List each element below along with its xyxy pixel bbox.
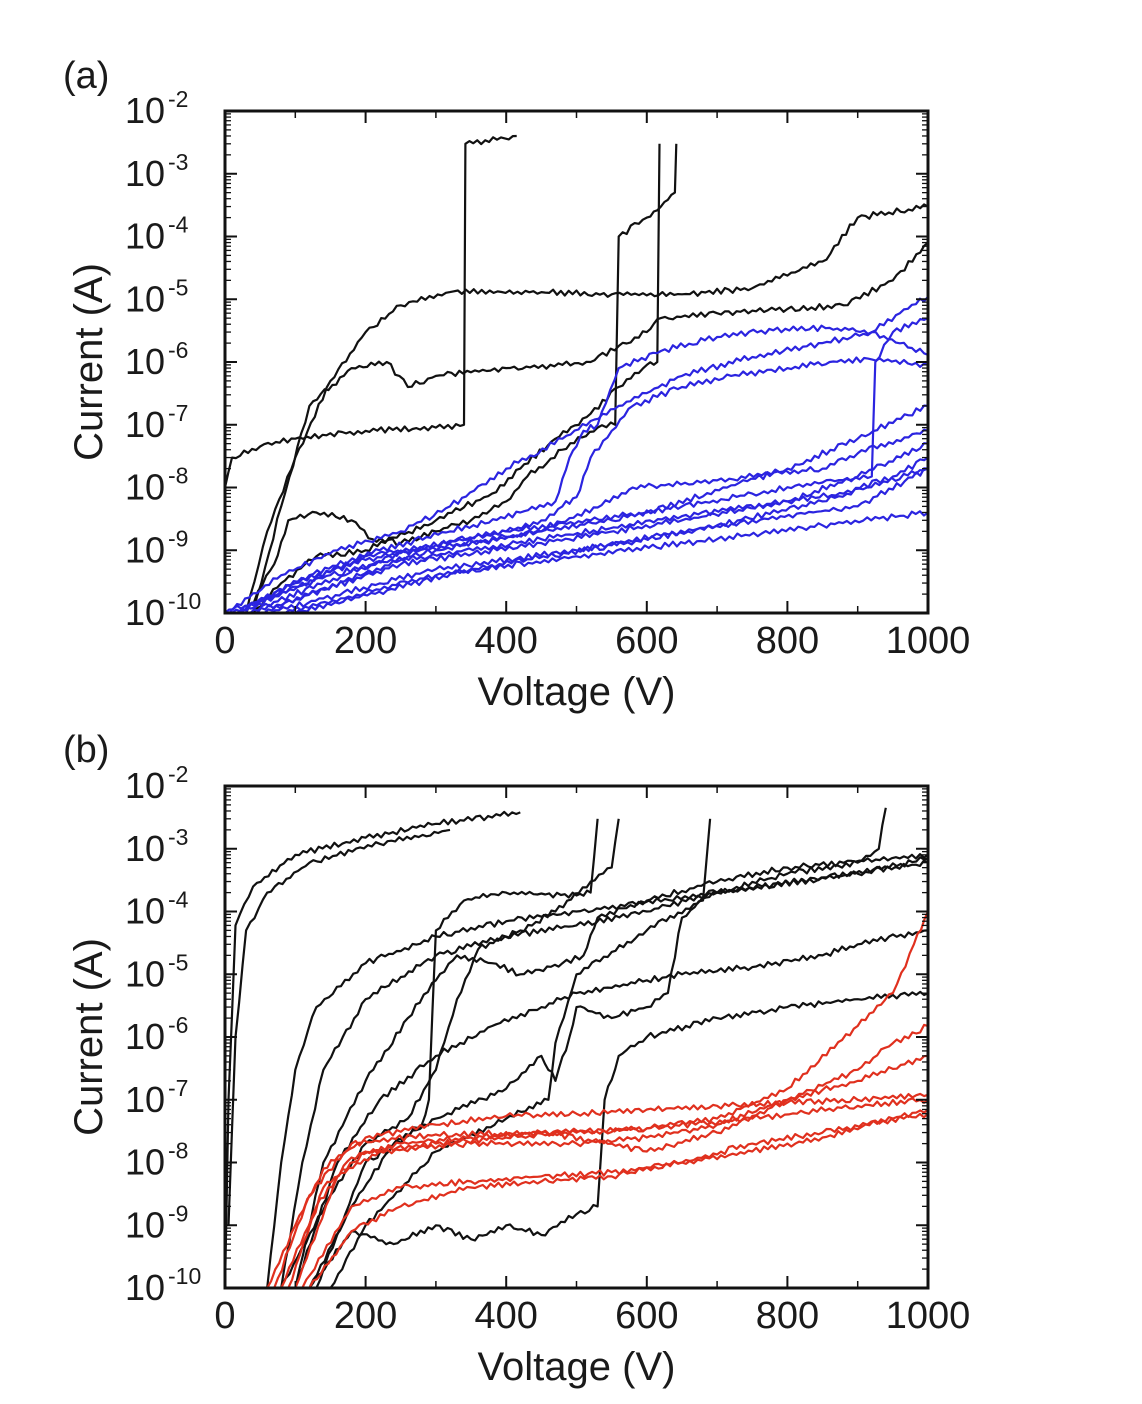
y-tick-base: 10 xyxy=(125,1267,165,1308)
panel-label: (b) xyxy=(63,729,109,771)
series-line xyxy=(301,1108,928,1288)
y-tick-exponent: -5 xyxy=(168,274,188,300)
series-line xyxy=(252,241,928,613)
x-tick-label: 600 xyxy=(615,620,678,662)
series-line xyxy=(308,1112,928,1288)
x-tick-label: 0 xyxy=(214,620,235,662)
y-tick-base: 10 xyxy=(125,529,165,570)
series-group xyxy=(225,134,928,613)
x-tick-label: 800 xyxy=(756,1295,819,1337)
y-axis-label: Current (A) xyxy=(67,938,111,1136)
series-line xyxy=(281,510,928,613)
y-tick-exponent: -6 xyxy=(168,337,188,363)
series-line xyxy=(238,324,928,613)
y-tick-exponent: -3 xyxy=(168,149,188,175)
y-tick-base: 10 xyxy=(125,953,165,994)
y-tick-base: 10 xyxy=(125,216,165,257)
y-tick-base: 10 xyxy=(125,1079,165,1120)
series-line xyxy=(253,456,928,613)
series-line xyxy=(308,990,928,1288)
x-tick-label: 1000 xyxy=(886,1295,971,1337)
y-tick-exponent: -8 xyxy=(168,463,188,489)
series-line xyxy=(280,818,620,1288)
y-axis-label: Current (A) xyxy=(67,263,111,461)
series-line xyxy=(245,203,928,613)
y-tick-base: 10 xyxy=(125,1016,165,1057)
panel-label: (a) xyxy=(63,55,109,97)
x-tick-label: 200 xyxy=(334,1295,397,1337)
series-line xyxy=(280,856,928,1288)
y-tick-base: 10 xyxy=(125,592,165,633)
y-tick-exponent: -8 xyxy=(168,1138,188,1164)
y-tick-exponent: -6 xyxy=(168,1012,188,1038)
y-tick-base: 10 xyxy=(125,765,165,806)
y-tick-base: 10 xyxy=(125,404,165,445)
x-tick-label: 800 xyxy=(756,620,819,662)
x-axis: 0 200 400 600 800 1000 xyxy=(214,111,970,662)
series-line xyxy=(245,143,678,613)
y-tick-exponent: -2 xyxy=(168,761,188,787)
y-tick-base: 10 xyxy=(125,828,165,869)
series-line xyxy=(308,818,599,1288)
y-tick-exponent: -10 xyxy=(168,588,201,614)
series-line xyxy=(225,134,517,488)
series-line xyxy=(294,853,928,1288)
x-tick-label: 400 xyxy=(474,1295,537,1337)
y-tick-exponent: -7 xyxy=(168,400,188,426)
y-tick-base: 10 xyxy=(125,891,165,932)
y-tick-exponent: -10 xyxy=(168,1263,201,1289)
y-axis: 10-210-310-410-510-610-710-810-910-10 xyxy=(125,86,928,633)
series-line xyxy=(231,356,928,613)
y-tick-exponent: -2 xyxy=(168,86,188,112)
y-tick-base: 10 xyxy=(125,1142,165,1183)
series-line xyxy=(225,317,928,613)
x-tick-label: 0 xyxy=(214,1295,235,1337)
series-line xyxy=(238,404,928,613)
series-line xyxy=(266,1092,928,1288)
y-tick-exponent: -9 xyxy=(168,525,188,551)
series-line xyxy=(225,810,521,1288)
x-tick-label: 200 xyxy=(334,620,397,662)
series-line xyxy=(225,295,928,613)
y-tick-exponent: -4 xyxy=(168,212,189,238)
series-line xyxy=(252,143,661,613)
x-tick-label: 400 xyxy=(474,620,537,662)
x-tick-label: 1000 xyxy=(886,620,971,662)
x-axis: 0 200 400 600 800 1000 xyxy=(214,786,970,1337)
y-tick-exponent: -3 xyxy=(168,824,188,850)
y-axis: 10-210-310-410-510-610-710-810-910-10 xyxy=(125,761,928,1308)
series-line xyxy=(266,859,928,1288)
series-line xyxy=(294,467,928,613)
y-tick-base: 10 xyxy=(125,90,165,131)
y-tick-base: 10 xyxy=(125,153,165,194)
y-tick-exponent: -7 xyxy=(168,1075,188,1101)
series-group xyxy=(225,807,928,1288)
y-tick-base: 10 xyxy=(125,1204,165,1245)
series-line xyxy=(227,828,451,1226)
y-tick-exponent: -4 xyxy=(168,887,189,913)
series-line xyxy=(294,1054,928,1288)
series-line xyxy=(260,442,928,613)
series-line xyxy=(294,929,928,1288)
series-line xyxy=(273,1097,928,1288)
x-axis-label: Voltage (V) xyxy=(478,1345,676,1389)
x-tick-label: 600 xyxy=(615,1295,678,1337)
y-tick-base: 10 xyxy=(125,278,165,319)
x-axis-label: Voltage (V) xyxy=(478,670,676,714)
y-tick-base: 10 xyxy=(125,467,165,508)
series-line xyxy=(329,807,887,1288)
y-tick-exponent: -5 xyxy=(168,949,188,975)
series-line xyxy=(246,428,928,613)
plot-frame xyxy=(223,784,930,1290)
y-tick-base: 10 xyxy=(125,341,165,382)
y-tick-exponent: -9 xyxy=(168,1200,188,1226)
